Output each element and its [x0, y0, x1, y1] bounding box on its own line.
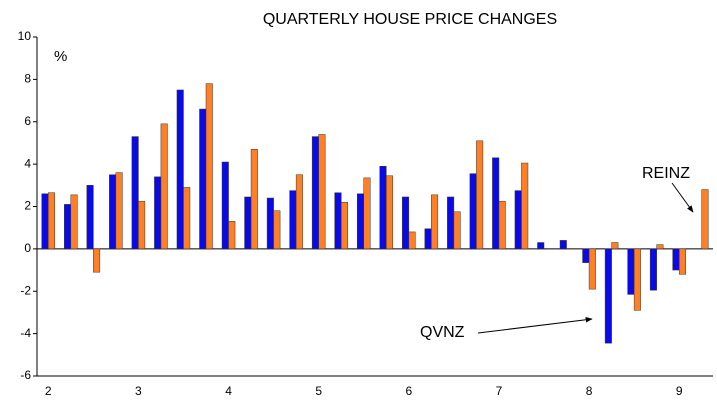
- bar: [86, 185, 94, 250]
- bar: [334, 192, 342, 250]
- bar: [109, 174, 117, 250]
- bar: [649, 248, 657, 291]
- chart-title: QUARTERLY HOUSE PRICE CHANGES: [263, 11, 557, 28]
- bar: [363, 177, 371, 250]
- bar: [402, 196, 410, 250]
- bar: [340, 202, 348, 250]
- bar: [356, 193, 364, 250]
- x-tick-label: 8: [586, 384, 593, 398]
- bar: [64, 204, 72, 250]
- bar: [678, 248, 686, 275]
- y-tick-label: 6: [24, 114, 31, 128]
- bar: [379, 165, 387, 250]
- bar: [70, 194, 78, 250]
- bar: [199, 108, 207, 250]
- bar: [289, 190, 297, 250]
- bar: [93, 248, 101, 273]
- x-tick-label: 5: [315, 384, 322, 398]
- bar: [588, 248, 596, 290]
- bar: [627, 248, 635, 295]
- bar: [176, 89, 184, 250]
- bar: [476, 140, 484, 250]
- bar: [633, 248, 641, 311]
- bar: [244, 196, 252, 250]
- y-tick-label: 0: [24, 241, 31, 255]
- bar: [250, 149, 258, 250]
- x-tick-label: 3: [135, 384, 142, 398]
- bar: [469, 173, 477, 250]
- bar: [582, 248, 590, 263]
- y-tick-label: 8: [24, 72, 31, 86]
- y-tick-label: 4: [24, 156, 31, 170]
- annotation: QVNZ: [420, 324, 465, 341]
- x-tick-label: 4: [225, 384, 232, 398]
- bar: [453, 211, 461, 250]
- bar: [115, 172, 123, 250]
- bar: [521, 162, 529, 250]
- x-tick-label: 6: [405, 384, 412, 398]
- annotation-arrow: [477, 316, 593, 334]
- bar: [408, 231, 416, 250]
- annotation: REINZ: [642, 165, 690, 182]
- y-tick-label: -6: [20, 368, 31, 382]
- bar: [604, 248, 612, 344]
- y-tick-label: -4: [20, 326, 31, 340]
- bar: [138, 200, 146, 250]
- bar: [447, 196, 455, 250]
- bar: [656, 244, 664, 250]
- bar: [386, 175, 394, 250]
- bar: [154, 176, 162, 250]
- bar: [498, 200, 506, 250]
- bar: [266, 197, 274, 250]
- y-axis-label: %: [54, 48, 67, 65]
- bar: [537, 242, 545, 250]
- bar: [492, 157, 500, 250]
- bar: [514, 190, 522, 250]
- x-tick-label: 7: [496, 384, 503, 398]
- bar: [273, 210, 281, 250]
- bar: [221, 161, 229, 250]
- bar: [131, 136, 139, 250]
- bar: [41, 193, 49, 250]
- y-tick-label: 10: [18, 29, 32, 43]
- bar: [431, 194, 439, 250]
- bar: [205, 83, 213, 250]
- bar: [424, 228, 432, 250]
- bar: [160, 123, 168, 250]
- bar: [611, 242, 619, 250]
- y-tick-label: -2: [20, 283, 31, 297]
- x-tick-label: 9: [676, 384, 683, 398]
- bar: [672, 248, 680, 271]
- bar: [318, 134, 326, 250]
- bar: [701, 189, 709, 250]
- bar: [311, 136, 319, 250]
- x-tick-label: 2: [45, 384, 52, 398]
- bar: [228, 221, 236, 250]
- bar: [295, 174, 303, 250]
- bar: [48, 192, 56, 250]
- annotation-arrow: [671, 182, 694, 213]
- bar: [559, 240, 567, 250]
- y-tick-label: 2: [24, 199, 31, 213]
- bar: [183, 187, 191, 250]
